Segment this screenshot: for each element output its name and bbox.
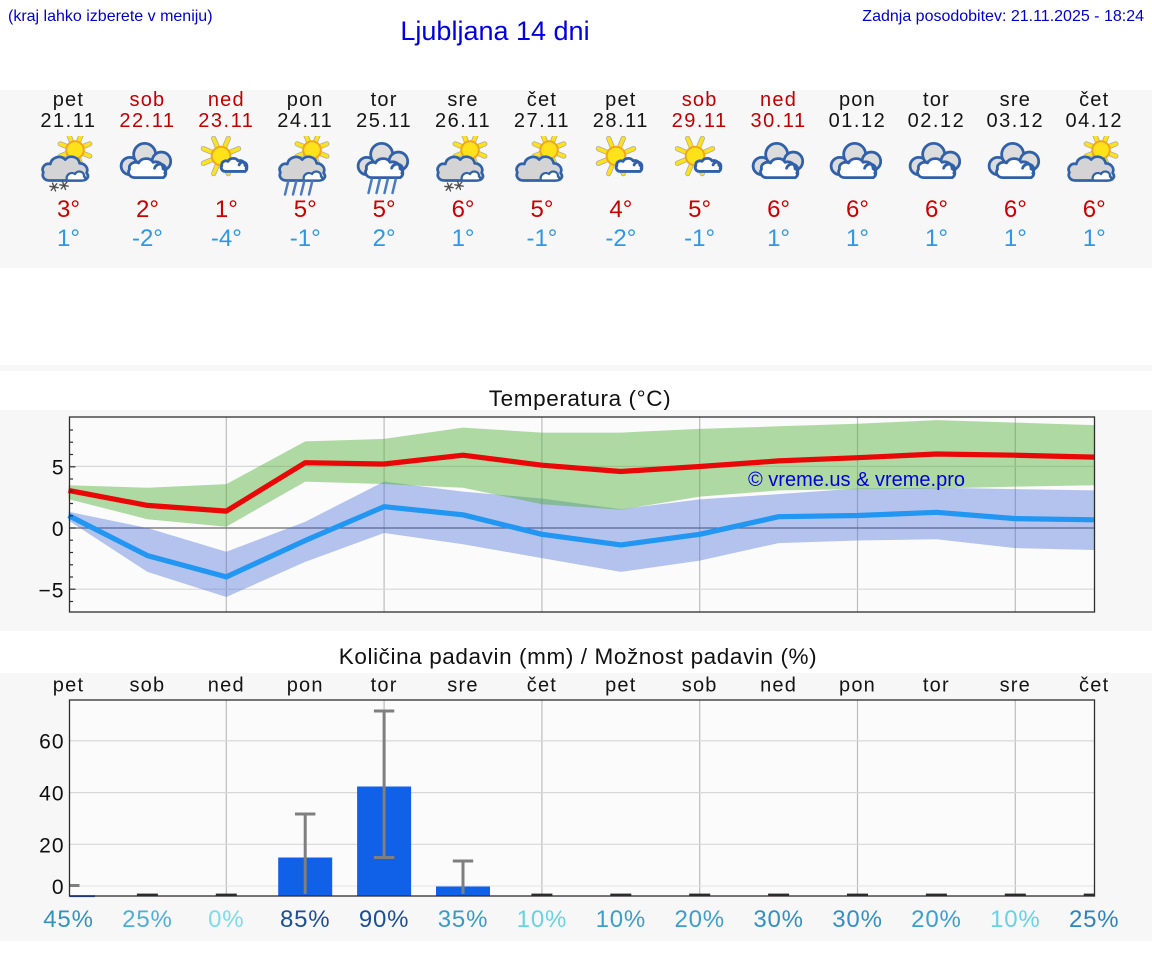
svg-text:pon: pon	[839, 675, 876, 697]
svg-text:85%: 85%	[280, 906, 330, 933]
svg-text:10%: 10%	[990, 906, 1040, 933]
svg-text:sre: sre	[1000, 675, 1031, 697]
svg-text:čet: čet	[527, 675, 557, 697]
svg-text:sob: sob	[682, 675, 718, 697]
svg-text:30%: 30%	[753, 906, 803, 933]
svg-text:20%: 20%	[674, 906, 724, 933]
svg-text:tor: tor	[923, 675, 950, 697]
svg-text:čet: čet	[1079, 675, 1109, 697]
svg-text:20: 20	[39, 835, 64, 858]
svg-text:pon: pon	[287, 675, 324, 697]
svg-text:30%: 30%	[832, 906, 882, 933]
svg-text:35%: 35%	[438, 906, 488, 933]
svg-text:40: 40	[39, 783, 64, 806]
svg-text:5: 5	[52, 457, 65, 480]
svg-text:10%: 10%	[517, 906, 567, 933]
svg-text:tor: tor	[371, 675, 398, 697]
svg-text:25%: 25%	[122, 906, 172, 933]
svg-text:pet: pet	[53, 675, 84, 697]
svg-text:ned: ned	[208, 675, 245, 697]
svg-text:0%: 0%	[208, 906, 244, 933]
svg-text:45%: 45%	[43, 906, 93, 933]
svg-text:60: 60	[39, 731, 64, 754]
svg-text:pet: pet	[605, 675, 636, 697]
svg-text:sob: sob	[129, 675, 165, 697]
svg-text:ned: ned	[760, 675, 797, 697]
svg-text:sre: sre	[447, 675, 478, 697]
svg-text:−5: −5	[39, 579, 65, 602]
svg-text:20%: 20%	[911, 906, 961, 933]
svg-text:25%: 25%	[1069, 906, 1119, 933]
svg-text:0: 0	[52, 518, 65, 541]
svg-text:0: 0	[52, 876, 65, 899]
svg-text:© vreme.us & vreme.pro: © vreme.us & vreme.pro	[748, 469, 965, 491]
svg-text:10%: 10%	[596, 906, 646, 933]
svg-text:90%: 90%	[359, 906, 409, 933]
